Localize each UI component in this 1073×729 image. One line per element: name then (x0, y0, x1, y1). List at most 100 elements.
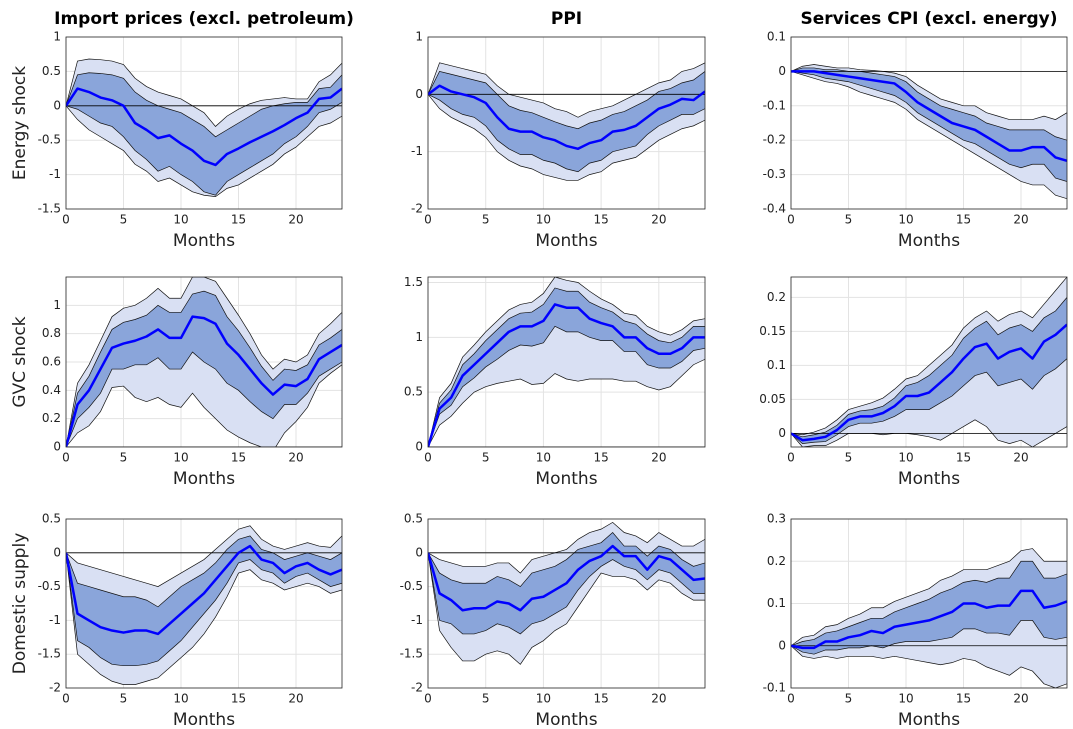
band-edge (791, 71, 1067, 182)
x-tick-label: 15 (956, 213, 971, 227)
band-edge (66, 525, 342, 587)
x-tick-label: 10 (173, 213, 188, 227)
x-tick-label: 10 (898, 692, 913, 706)
band-edge (66, 58, 342, 127)
median-line (428, 544, 705, 612)
y-tick-label: 0.8 (42, 326, 61, 340)
y-tick-label: 0.1 (767, 30, 786, 44)
y-tick-label: 0 (415, 87, 423, 101)
band (791, 277, 1067, 447)
y-tick-label: -1 (49, 167, 61, 181)
band-edge (66, 351, 342, 447)
x-tick-label: 5 (482, 692, 490, 706)
x-axis-label: Months (898, 469, 960, 489)
band-edge (428, 94, 705, 181)
band-edge (66, 552, 342, 667)
band (791, 67, 1067, 182)
y-tick-label: 1 (53, 298, 61, 312)
x-axis-label: Months (173, 710, 235, 729)
x-tick-label: 0 (62, 692, 70, 706)
panel: 0 0.05 0.1 0.15 0.2 0 5 10 15 20 Months (759, 276, 1068, 489)
x-tick-label: 20 (651, 213, 666, 227)
x-tick-label: 5 (482, 451, 490, 465)
x-tick-label: 10 (898, 451, 913, 465)
band-edge (66, 105, 342, 197)
y-tick-label: -0.3 (763, 167, 786, 181)
y-tick-label: 0.5 (42, 512, 61, 526)
x-tick-label: 15 (231, 451, 246, 465)
plot-content (66, 525, 342, 685)
plot-content (428, 277, 705, 447)
x-tick-label: 0 (62, 451, 70, 465)
plot-content (66, 58, 342, 197)
band-edge (791, 620, 1067, 655)
band-edge (66, 102, 342, 196)
band-edge (791, 419, 1067, 447)
x-tick-label: 5 (120, 451, 128, 465)
y-tick-label: 0 (415, 545, 423, 559)
panel: -2 -1.5 -1 -0.5 0 0.5 0 5 10 15 20 Domestic supply M… (10, 512, 343, 729)
y-tick-label: -0.4 (763, 202, 786, 216)
x-tick-label: 0 (424, 213, 432, 227)
band-edge (791, 277, 1067, 436)
x-axis-label: Months (535, 710, 597, 729)
band (66, 291, 342, 447)
axes-box (790, 36, 1068, 210)
median-line (66, 315, 342, 447)
y-tick-label: 0 (53, 545, 61, 559)
y-tick-label: 1 (415, 30, 423, 44)
y-axis-label: Energy shock (10, 66, 30, 180)
y-tick-label: -2 (49, 681, 61, 695)
band-edge (428, 277, 705, 447)
panel-title: PPI (551, 9, 582, 29)
band-edge (791, 297, 1067, 438)
band (428, 71, 705, 172)
axes-box (65, 36, 343, 210)
band (428, 277, 705, 447)
band (428, 62, 705, 181)
x-tick-label: 20 (1013, 213, 1028, 227)
x-tick-label: 10 (536, 213, 551, 227)
plot-content (66, 277, 342, 447)
x-axis-label: Months (898, 710, 960, 729)
y-axis-label: GVC shock (10, 316, 30, 407)
band-edge (66, 364, 342, 447)
y-tick-label: 0.15 (759, 324, 786, 338)
band (791, 561, 1067, 655)
y-tick-label: 0 (53, 98, 61, 112)
band-edge (791, 645, 1067, 688)
y-tick-label: 0 (778, 64, 786, 78)
x-tick-label: 20 (651, 692, 666, 706)
y-tick-label: 0 (53, 440, 61, 454)
band (428, 287, 705, 447)
y-tick-label: 0.6 (42, 355, 61, 369)
x-tick-label: 5 (845, 213, 853, 227)
x-tick-label: 10 (536, 692, 551, 706)
x-tick-label: 10 (173, 692, 188, 706)
band (791, 64, 1067, 199)
band-edge (428, 552, 705, 635)
band-edge (66, 535, 342, 608)
band-edge (66, 290, 342, 447)
x-tick-label: 0 (787, 692, 795, 706)
x-tick-label: 0 (424, 692, 432, 706)
y-tick-label: 0.2 (767, 290, 786, 304)
band-edge (428, 532, 705, 588)
band-edge (428, 70, 705, 130)
y-tick-label: 0 (415, 440, 423, 454)
median-line (791, 589, 1067, 650)
x-tick-label: 5 (482, 213, 490, 227)
x-tick-label: 5 (120, 692, 128, 706)
x-tick-label: 20 (1013, 451, 1028, 465)
x-tick-label: 15 (593, 692, 608, 706)
x-axis-label: Months (535, 469, 597, 489)
median-line (66, 544, 342, 636)
axes-box (427, 276, 706, 448)
y-tick-label: -0.5 (38, 133, 61, 147)
band (66, 72, 342, 196)
